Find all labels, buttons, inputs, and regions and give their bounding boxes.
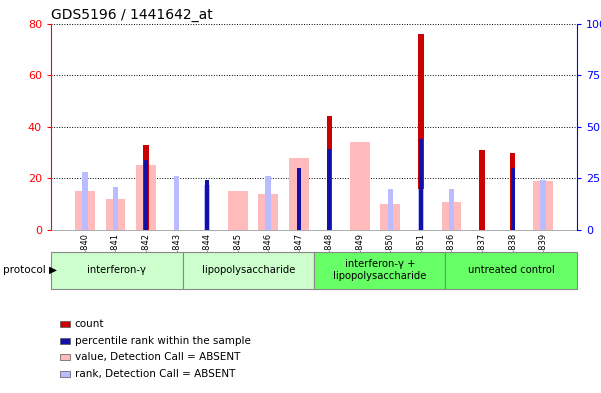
Bar	[289, 158, 309, 230]
Bar	[388, 189, 393, 230]
Bar	[143, 145, 149, 230]
Text: interferon-γ: interferon-γ	[87, 265, 146, 275]
Bar	[419, 139, 423, 230]
Bar	[449, 189, 454, 230]
Text: value, Detection Call = ABSENT: value, Detection Call = ABSENT	[75, 352, 240, 362]
Bar	[380, 204, 400, 230]
Bar	[297, 168, 300, 230]
Bar	[442, 202, 462, 230]
Bar	[228, 191, 248, 230]
Text: untreated control: untreated control	[468, 265, 555, 275]
Bar	[540, 180, 546, 230]
Text: GDS5196 / 1441642_at: GDS5196 / 1441642_at	[51, 7, 213, 22]
Text: lipopolysaccharide: lipopolysaccharide	[201, 265, 295, 275]
Bar	[328, 149, 331, 230]
Bar	[113, 187, 118, 230]
Text: count: count	[75, 319, 104, 329]
Bar	[106, 199, 126, 230]
Bar	[144, 160, 148, 230]
Bar	[266, 176, 271, 230]
Bar	[479, 150, 485, 230]
Text: percentile rank within the sample: percentile rank within the sample	[75, 336, 251, 346]
Bar	[418, 34, 424, 230]
Bar	[174, 176, 179, 230]
Bar	[204, 184, 210, 230]
Text: rank, Detection Call = ABSENT: rank, Detection Call = ABSENT	[75, 369, 235, 379]
Bar	[326, 116, 332, 230]
Bar	[510, 152, 515, 230]
Bar	[350, 142, 370, 230]
Bar	[511, 168, 514, 230]
Bar	[136, 165, 156, 230]
Text: interferon-γ +
lipopolysaccharide: interferon-γ + lipopolysaccharide	[333, 259, 427, 281]
Bar	[82, 172, 88, 230]
Bar	[258, 194, 278, 230]
Bar	[205, 180, 209, 230]
Bar	[533, 181, 553, 230]
Bar	[418, 189, 424, 230]
Text: protocol ▶: protocol ▶	[3, 265, 57, 275]
Bar	[75, 191, 95, 230]
Bar	[204, 189, 210, 230]
